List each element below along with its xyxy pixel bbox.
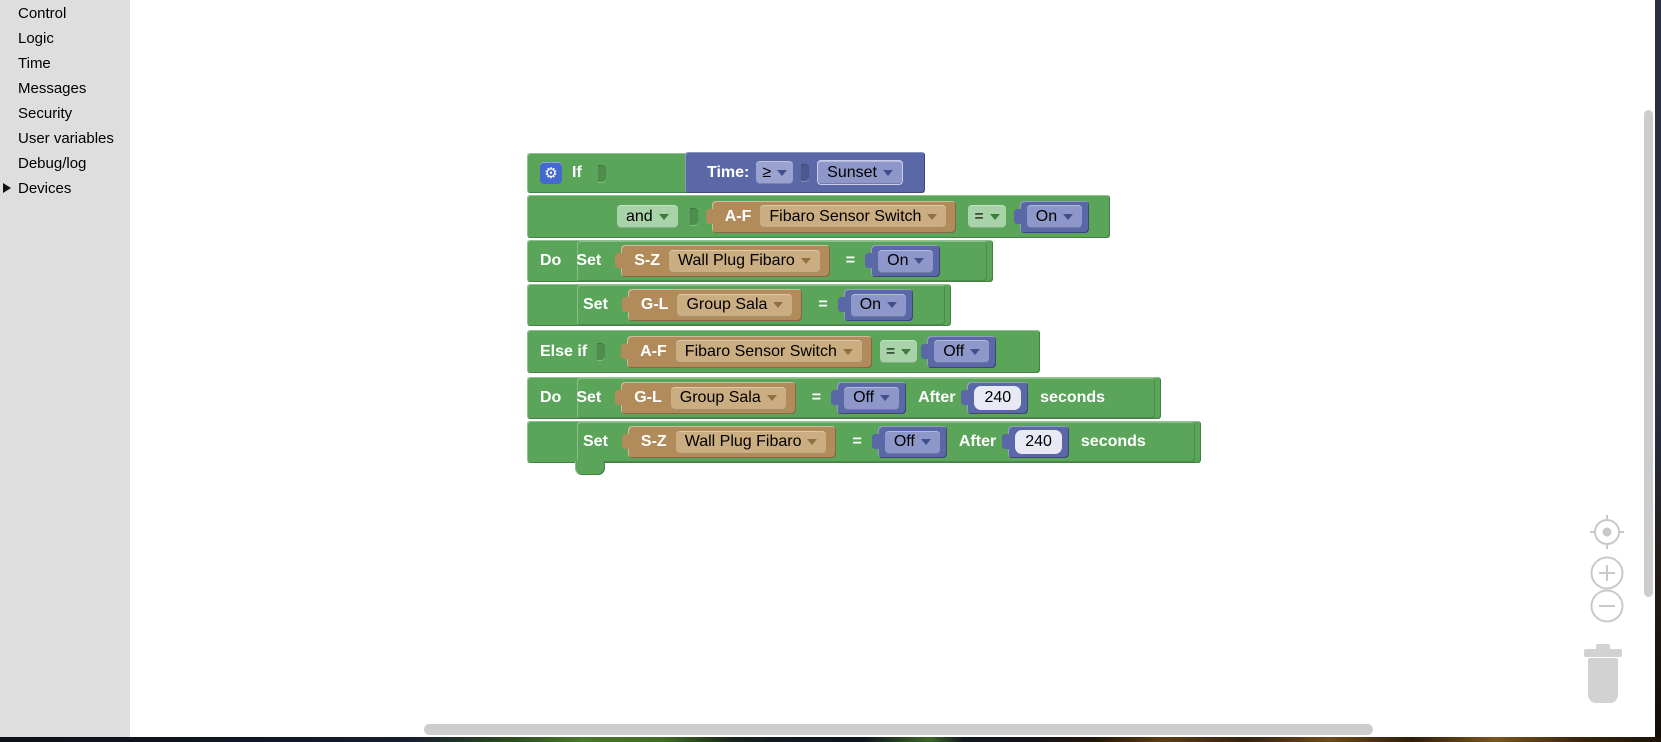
set-action-row[interactable]: Do Set S-Z Wall Plug Fibaro = On xyxy=(527,240,993,282)
after-label: After xyxy=(918,389,956,406)
equals-label: = xyxy=(811,389,822,406)
value-block[interactable]: On xyxy=(1013,200,1090,233)
crosshair-icon xyxy=(1590,515,1624,549)
value-block[interactable]: Off xyxy=(871,426,947,458)
time-operator-dropdown[interactable]: ≥ xyxy=(756,161,794,184)
toolbox-item-time[interactable]: Time xyxy=(18,55,51,72)
device-dropdown[interactable]: Fibaro Sensor Switch xyxy=(675,340,862,363)
desktop-background-edge xyxy=(1655,0,1661,742)
chevron-down-icon xyxy=(777,169,788,176)
compare-operator-dropdown[interactable]: = xyxy=(879,340,918,363)
value-block[interactable]: Off xyxy=(921,335,997,368)
device-block[interactable]: S-Z Wall Plug Fibaro xyxy=(615,245,830,277)
chevron-down-icon xyxy=(887,302,898,308)
equals-label: = xyxy=(852,433,862,450)
value-block[interactable]: On xyxy=(837,289,914,321)
device-block[interactable]: A-F Fibaro Sensor Switch xyxy=(621,335,872,368)
chevron-down-icon xyxy=(927,213,938,220)
equals-label: = xyxy=(845,252,856,269)
chevron-down-icon xyxy=(920,439,931,445)
zoom-reset-button[interactable] xyxy=(1590,515,1624,554)
input-socket xyxy=(597,164,606,182)
gear-icon[interactable]: ⚙ xyxy=(540,162,562,184)
input-socket xyxy=(801,164,810,181)
device-block[interactable]: G-L Group Sala xyxy=(621,289,803,321)
chevron-down-icon xyxy=(807,439,818,445)
toolbox-item-control[interactable]: Control xyxy=(18,5,67,22)
time-condition-block[interactable]: Time: ≥ Sunset xyxy=(685,152,925,193)
set-action-row[interactable]: Do Set G-L Group Sala = Off After 240 se… xyxy=(527,377,1161,419)
toolbox-item-logic[interactable]: Logic xyxy=(18,30,54,47)
toolbox-item-messages[interactable]: Messages xyxy=(18,80,87,97)
toolbox-item-user-variables[interactable]: User variables xyxy=(18,130,114,147)
seconds-label: seconds xyxy=(1040,389,1106,406)
input-socket xyxy=(689,208,698,225)
chevron-down-icon xyxy=(773,302,784,308)
chevron-down-icon xyxy=(901,348,912,355)
delay-block[interactable]: 240 xyxy=(961,382,1029,414)
zoom-in-button[interactable] xyxy=(1590,556,1624,595)
device-block[interactable]: S-Z Wall Plug Fibaro xyxy=(621,426,837,458)
chevron-down-icon xyxy=(880,395,891,401)
sunset-dropdown[interactable]: Sunset xyxy=(817,160,903,185)
after-label: After xyxy=(958,433,997,450)
chevron-down-icon xyxy=(842,348,853,355)
equals-label: = xyxy=(818,296,828,313)
toolbox-item-devices[interactable]: Devices xyxy=(0,176,130,201)
desktop-background-bottom xyxy=(0,737,1661,742)
value-dropdown[interactable]: Off xyxy=(844,386,900,410)
delay-value[interactable]: 240 xyxy=(974,386,1022,410)
next-connector-tab xyxy=(575,461,605,475)
time-label: Time: xyxy=(707,163,750,181)
device-dropdown[interactable]: Group Sala xyxy=(677,293,793,317)
chevron-down-icon xyxy=(914,258,925,264)
value-dropdown[interactable]: Off xyxy=(884,430,940,454)
seconds-label: seconds xyxy=(1080,433,1146,450)
value-dropdown[interactable]: On xyxy=(878,249,934,273)
value-dropdown[interactable]: On xyxy=(1026,205,1083,228)
device-dropdown[interactable]: Group Sala xyxy=(670,386,786,410)
elseif-condition-row[interactable]: Else if A-F Fibaro Sensor Switch = Off xyxy=(527,330,1040,373)
chevron-down-icon xyxy=(970,348,981,355)
device-block[interactable]: G-L Group Sala xyxy=(615,382,796,414)
set-action-row[interactable]: Set S-Z Wall Plug Fibaro = Off After 240… xyxy=(527,421,1201,463)
value-dropdown[interactable]: On xyxy=(850,293,907,317)
compare-operator-dropdown[interactable]: = xyxy=(968,205,1006,228)
trash-icon[interactable] xyxy=(1583,644,1623,704)
input-socket xyxy=(597,343,606,360)
conjunction-dropdown[interactable]: and xyxy=(617,205,678,228)
expander-arrow-icon xyxy=(3,183,11,193)
chevron-down-icon xyxy=(800,258,811,264)
toolbox-item-debug-log[interactable]: Debug/log xyxy=(18,155,87,172)
if-label: If xyxy=(572,164,582,181)
delay-value[interactable]: 240 xyxy=(1015,430,1062,454)
do-label: Do xyxy=(540,252,562,269)
vertical-scrollbar[interactable] xyxy=(1644,110,1653,597)
and-condition-row[interactable]: and A-F Fibaro Sensor Switch = On xyxy=(527,195,1110,238)
chevron-down-icon xyxy=(1063,213,1074,220)
do-label: Do xyxy=(540,389,562,406)
toolbox-item-security[interactable]: Security xyxy=(18,105,73,122)
elseif-label: Else if xyxy=(540,342,588,360)
device-dropdown[interactable]: Wall Plug Fibaro xyxy=(669,249,820,273)
zoom-out-button[interactable] xyxy=(1590,589,1624,628)
device-dropdown[interactable]: Wall Plug Fibaro xyxy=(675,430,827,454)
chevron-down-icon xyxy=(658,213,669,220)
value-block[interactable]: On xyxy=(865,245,941,277)
chevron-down-icon xyxy=(766,395,777,401)
chevron-down-icon xyxy=(989,213,1000,220)
value-dropdown[interactable]: Off xyxy=(934,340,990,363)
plus-icon xyxy=(1590,556,1624,590)
set-action-row[interactable]: Set G-L Group Sala = On xyxy=(527,284,951,326)
minus-icon xyxy=(1590,589,1624,623)
value-block[interactable]: Off xyxy=(831,382,907,414)
toolbox-sidebar: Control Logic Time Messages Security Use… xyxy=(0,0,130,737)
device-dropdown[interactable]: Fibaro Sensor Switch xyxy=(760,205,947,228)
horizontal-scrollbar[interactable] xyxy=(424,724,1373,735)
chevron-down-icon xyxy=(882,169,893,176)
device-block[interactable]: A-F Fibaro Sensor Switch xyxy=(705,200,957,233)
delay-block[interactable]: 240 xyxy=(1002,426,1069,458)
